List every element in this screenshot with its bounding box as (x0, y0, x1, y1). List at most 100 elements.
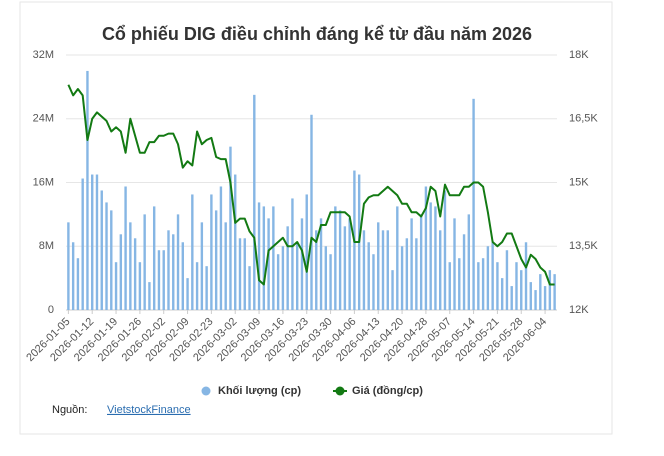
volume-bar (472, 98, 475, 310)
volume-bar (477, 262, 480, 310)
volume-bar (114, 262, 118, 310)
volume-bar (143, 214, 146, 310)
y-tick-label: 24M (33, 113, 54, 125)
volume-bar (548, 270, 552, 310)
volume-bar (243, 238, 246, 310)
volume-bar (367, 242, 370, 310)
volume-bar (257, 202, 261, 310)
volume-bar (286, 226, 289, 310)
volume-bar (305, 194, 308, 310)
volume-bar (276, 254, 280, 310)
volume-bar (343, 226, 347, 310)
volume-bar (214, 210, 218, 310)
volume-bar (515, 262, 518, 310)
volume-bar (448, 262, 451, 310)
volume-bar (410, 218, 413, 310)
volume-bar (181, 242, 184, 310)
y2-tick-label: 12K (569, 304, 589, 316)
volume-bar (224, 222, 227, 310)
volume-bar (419, 214, 423, 310)
volume-bar (310, 114, 313, 310)
volume-bar (462, 234, 466, 310)
volume-bar (81, 178, 84, 310)
y2-tick-label: 18K (569, 49, 589, 61)
volume-bar (486, 246, 490, 310)
volume-bar (415, 238, 418, 310)
volume-bar (362, 230, 366, 310)
volume-bar (529, 282, 532, 310)
volume-bar (91, 174, 94, 310)
volume-bar (386, 230, 389, 310)
legend-swatch (335, 386, 345, 396)
volume-bar (338, 210, 342, 310)
volume-bar (520, 270, 523, 310)
volume-bar (95, 174, 99, 310)
volume-bar (281, 246, 285, 310)
volume-bar (434, 206, 437, 310)
volume-bar (391, 270, 394, 310)
volume-bar (500, 278, 504, 310)
volume-bar (510, 286, 513, 310)
volume-bar (267, 218, 270, 310)
volume-bar (138, 262, 142, 310)
volume-bar (491, 242, 494, 310)
volume-bar (105, 202, 108, 310)
volume-bar (400, 246, 404, 310)
volume-bar (205, 266, 208, 310)
volume-bar (539, 274, 542, 310)
legend-label: Giá (đồng/cp) (352, 385, 423, 397)
y2-tick-label: 16,5K (569, 113, 598, 125)
volume-bar (553, 274, 556, 310)
y2-tick-label: 15K (569, 176, 589, 188)
legend-swatch (201, 386, 211, 396)
volume-bar (377, 222, 380, 310)
volume-bar (372, 254, 375, 310)
volume-bar (272, 206, 275, 310)
volume-bar (324, 246, 328, 310)
y2-tick-label: 13,5K (569, 240, 598, 252)
volume-bar (262, 206, 266, 310)
volume-bar (129, 222, 132, 310)
volume-bar (157, 250, 161, 310)
volume-bar (71, 242, 75, 310)
volume-bar (229, 146, 232, 310)
volume-bar (67, 222, 70, 310)
volume-bar (219, 186, 223, 310)
volume-bar (300, 218, 304, 310)
y-tick-label: 32M (33, 49, 54, 61)
volume-bar (443, 190, 447, 310)
volume-bar (100, 190, 103, 310)
volume-bar (76, 258, 80, 310)
volume-bar (334, 206, 337, 310)
source-link[interactable]: VietstockFinance (107, 404, 191, 416)
volume-bar (315, 230, 318, 310)
volume-bar (234, 174, 237, 310)
chart-frame (19, 1, 613, 435)
volume-bar (439, 230, 442, 310)
volume-bar (152, 206, 156, 310)
volume-bar (210, 194, 213, 310)
volume-bar (133, 238, 137, 310)
y-tick-label: 16M (33, 176, 54, 188)
volume-bar (295, 242, 299, 310)
price-line (67, 84, 555, 286)
volume-bar (200, 222, 204, 310)
y-tick-label: 8M (39, 240, 54, 252)
volume-bar (453, 218, 456, 310)
volume-bar (248, 266, 251, 310)
volume-bar (481, 258, 485, 310)
volume-bar (119, 234, 123, 310)
volume-bar (86, 70, 89, 310)
volume-bar (253, 94, 256, 310)
volume-bar (505, 250, 509, 310)
volume-bar (429, 202, 432, 310)
volume-bar (167, 230, 170, 310)
volume-bar (458, 258, 461, 310)
volume-bar (496, 262, 499, 310)
y-tick-label: 0 (48, 304, 54, 316)
chart-title: Cổ phiếu DIG điều chỉnh đáng kể từ đầu n… (102, 24, 532, 44)
volume-bar (291, 198, 294, 310)
volume-bar (191, 194, 194, 310)
volume-bar (186, 278, 189, 310)
